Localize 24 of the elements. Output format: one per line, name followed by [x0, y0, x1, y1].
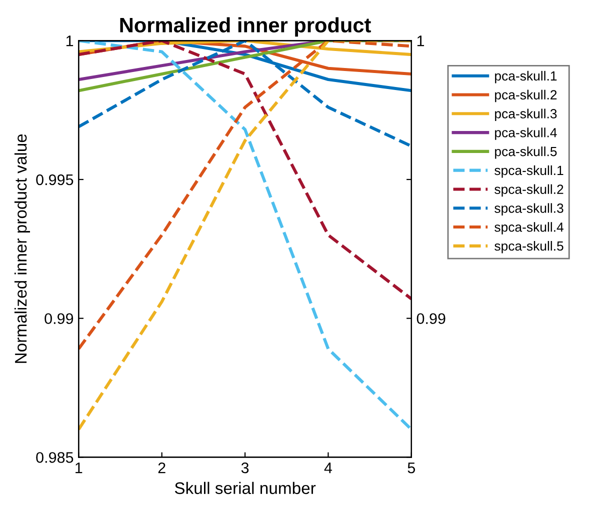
y-tick-label: 1 — [66, 36, 74, 46]
legend-label: pca-skull.3 — [495, 108, 557, 122]
y-axis-title: Normalized inner product value — [14, 134, 30, 363]
legend-label: spca-skull.5 — [494, 240, 564, 254]
y2-tick-label: 0.99 — [416, 313, 446, 324]
x-tick-label: 3 — [241, 462, 249, 474]
legend-label: pca-skull.4 — [495, 128, 557, 140]
y-tick-label: 0.99 — [44, 313, 74, 324]
legend-label: spca-skull.1 — [494, 165, 564, 178]
y-tick-label: 0.995 — [36, 174, 74, 186]
x-tick-label: 5 — [408, 462, 416, 474]
legend-label: pca-skull.1 — [495, 70, 557, 84]
x-tick-label: 1 — [76, 462, 82, 474]
legend-label: pca-skull.2 — [495, 90, 557, 102]
y2-tick-label: 1 — [417, 36, 424, 46]
x-axis-title: Skull serial number — [174, 482, 316, 494]
y-tick-label: 0.985 — [36, 452, 74, 463]
legend-label: spca-skull.3 — [494, 203, 564, 216]
legend-label: spca-skull.2 — [494, 184, 564, 197]
legend-label: pca-skull.5 — [495, 146, 557, 159]
legend-label: spca-skull.4 — [494, 222, 564, 234]
x-tick-label: 4 — [324, 462, 332, 474]
chart-title: Normalized inner product — [120, 17, 371, 37]
x-tick-label: 2 — [158, 462, 166, 474]
